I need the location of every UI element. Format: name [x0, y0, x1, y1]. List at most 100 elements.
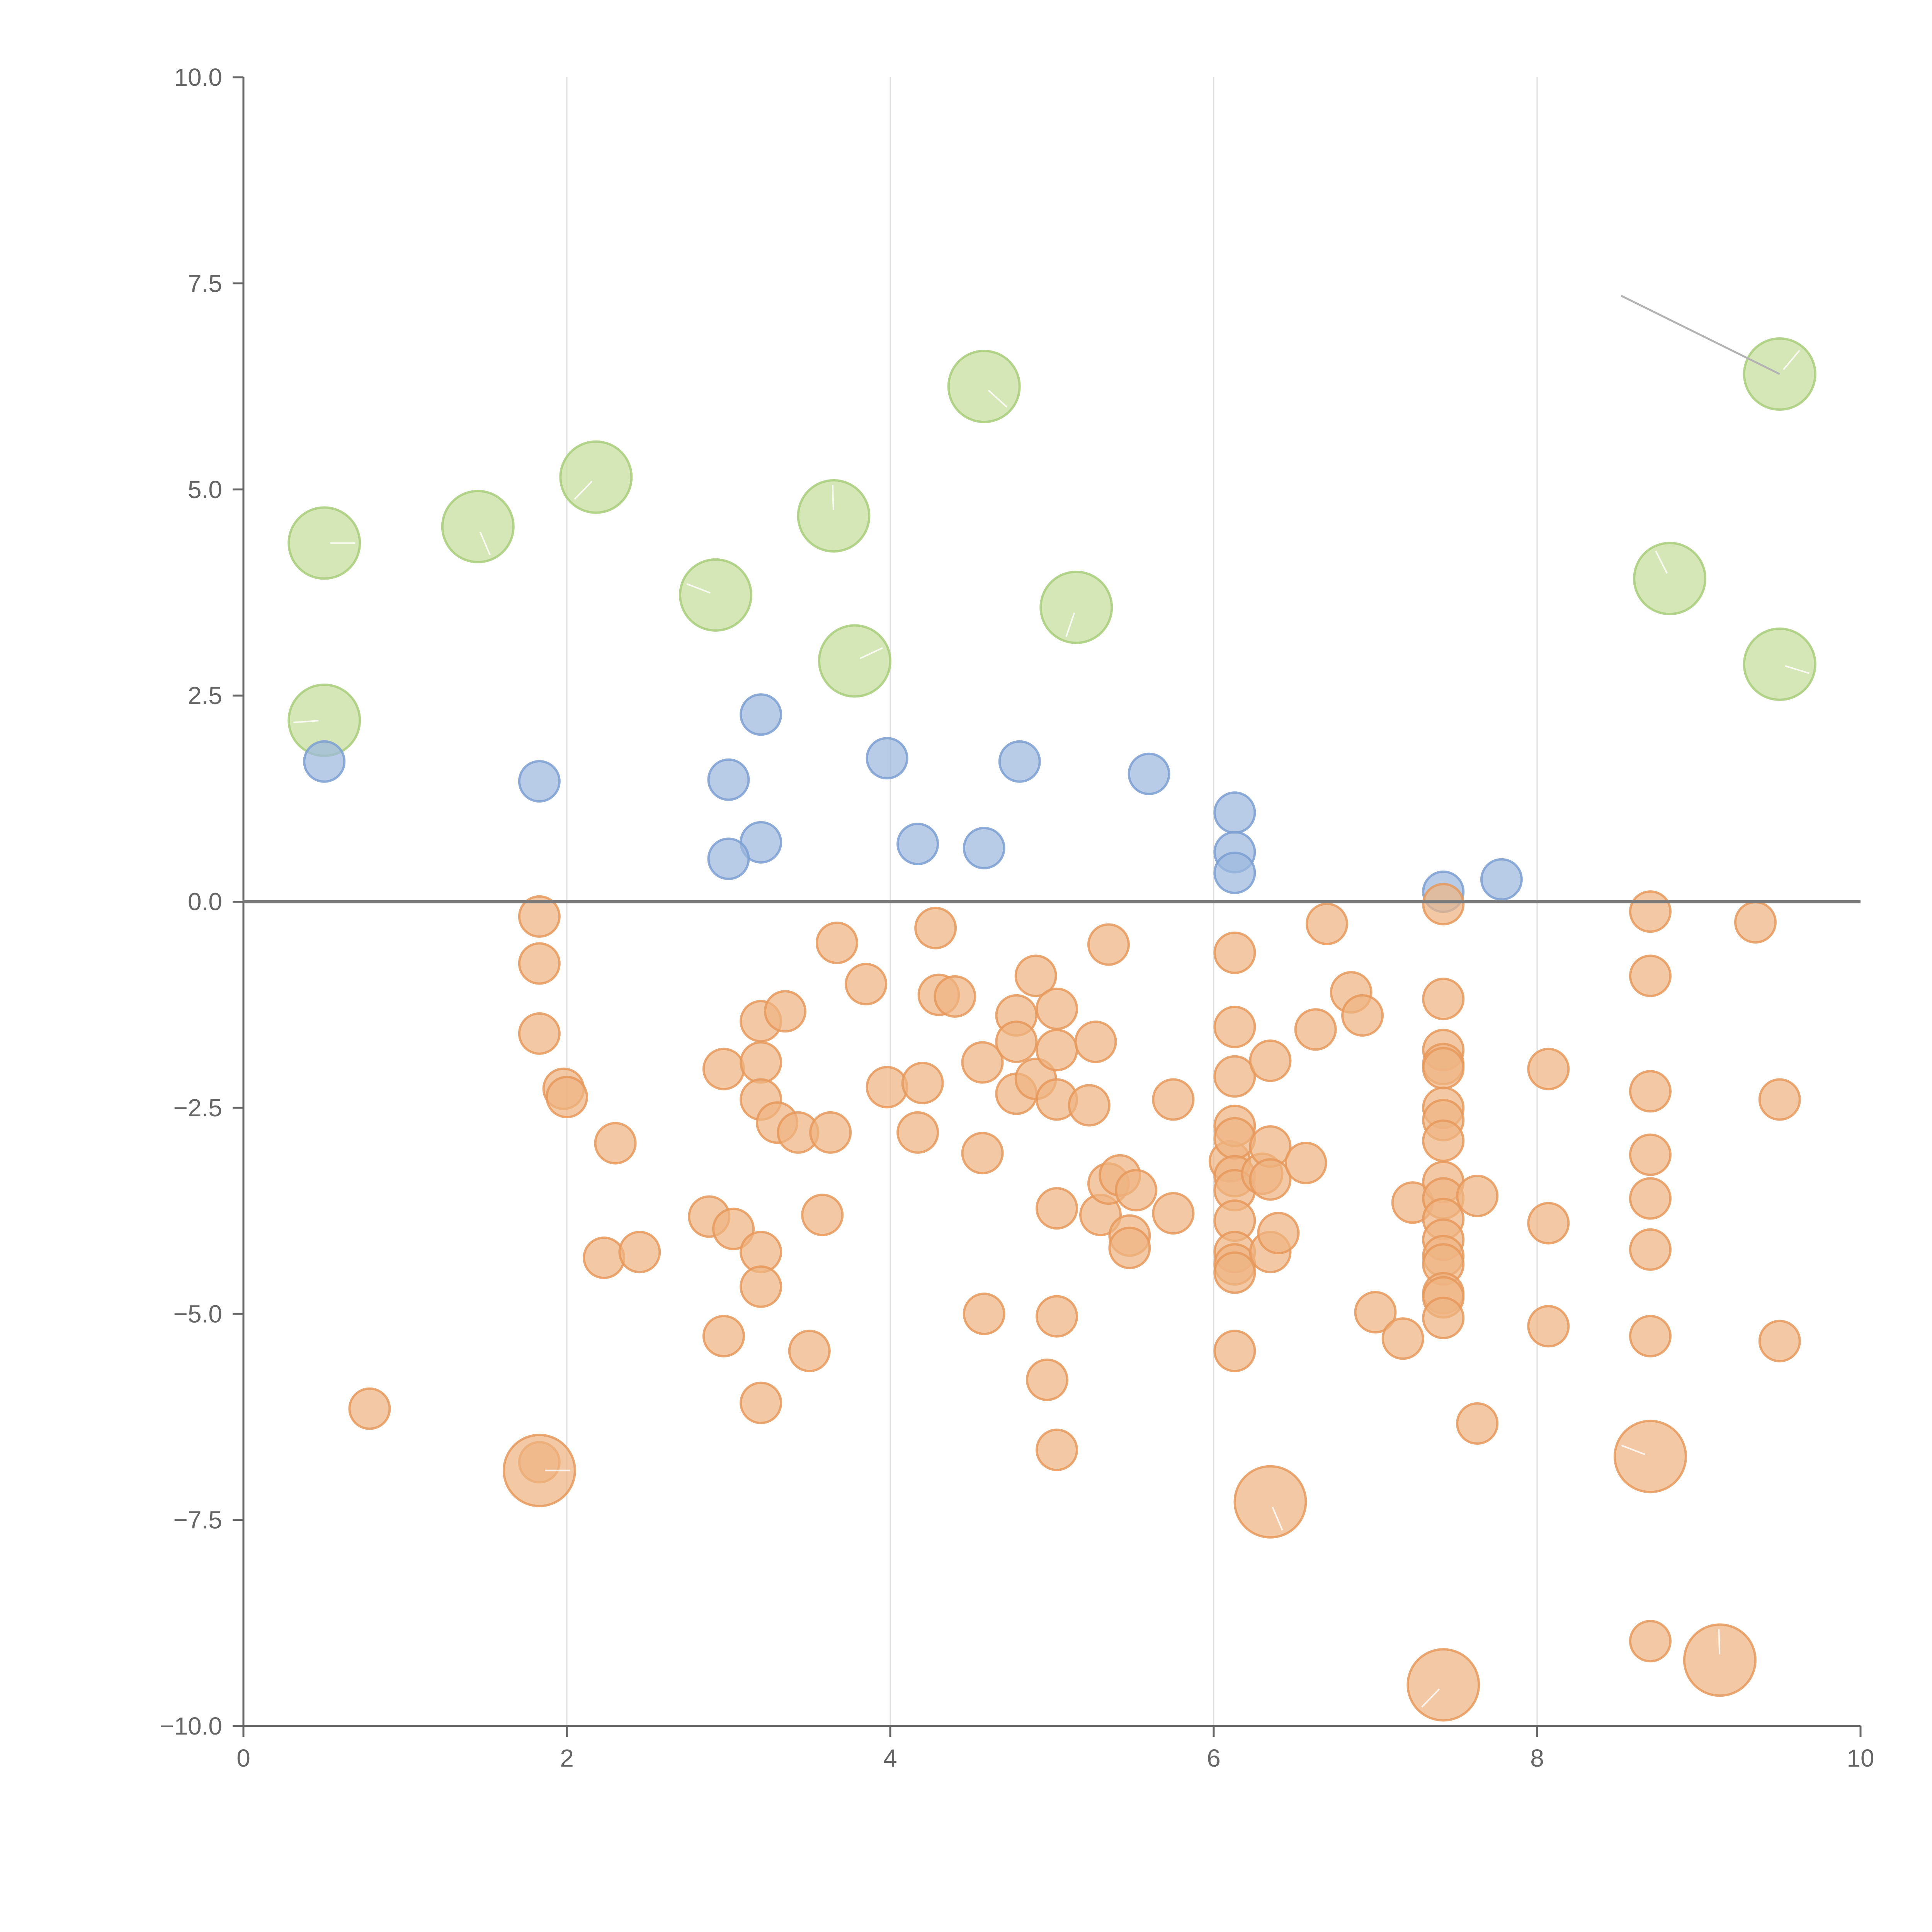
- point-orange-large: [1233, 1465, 1307, 1539]
- point-orange: [788, 1330, 831, 1372]
- point-marker-tick: [574, 481, 593, 500]
- point-blue: [998, 740, 1041, 783]
- point-marker-tick: [479, 531, 491, 556]
- point-orange: [702, 1315, 745, 1357]
- point-orange: [1629, 1070, 1672, 1113]
- point-orange: [866, 1066, 908, 1109]
- point-orange: [1294, 1008, 1337, 1051]
- point-blue: [963, 827, 1005, 869]
- point-blue: [740, 693, 782, 736]
- y-tick-label: 7.5: [188, 269, 222, 297]
- point-marker-tick: [293, 720, 319, 723]
- point-orange: [1036, 1429, 1078, 1471]
- y-tick-label: −2.5: [173, 1094, 222, 1122]
- point-orange: [518, 1012, 561, 1055]
- point-orange: [934, 975, 976, 1018]
- point-marker-tick: [859, 647, 883, 659]
- point-orange: [1213, 1251, 1256, 1294]
- point-orange: [1115, 1169, 1158, 1212]
- point-green: [818, 624, 891, 698]
- point-orange: [1257, 1212, 1300, 1255]
- point-green: [1743, 628, 1816, 701]
- point-orange: [1341, 994, 1384, 1037]
- point-orange: [1422, 883, 1465, 925]
- point-green: [1633, 542, 1707, 616]
- point-orange: [1068, 1084, 1111, 1127]
- point-blue: [303, 740, 346, 783]
- points-layer: [243, 337, 1861, 1722]
- point-green: [559, 440, 633, 514]
- point-orange: [1422, 1119, 1465, 1162]
- y-tick-label: −10.0: [160, 1712, 222, 1740]
- point-orange: [961, 1132, 1004, 1175]
- point-orange: [1249, 1158, 1292, 1201]
- point-blue: [896, 823, 939, 866]
- point-orange: [1213, 1055, 1256, 1098]
- point-orange: [1629, 890, 1672, 933]
- point-orange: [1629, 1177, 1672, 1220]
- point-orange: [1213, 1330, 1256, 1372]
- point-orange: [1213, 931, 1256, 974]
- point-orange: [1422, 1296, 1465, 1339]
- annotation-leader-line: [1621, 295, 1780, 375]
- point-blue: [1480, 858, 1523, 901]
- point-orange: [1381, 1317, 1424, 1360]
- point-marker-tick: [1621, 1444, 1645, 1455]
- point-orange: [914, 906, 957, 949]
- x-tick-label: 6: [1207, 1744, 1221, 1772]
- point-orange-large: [1406, 1648, 1480, 1722]
- point-orange: [1422, 1047, 1465, 1090]
- point-orange: [1249, 1039, 1292, 1082]
- y-tick-label: 2.5: [188, 682, 222, 709]
- x-tick-label: 2: [560, 1744, 574, 1772]
- point-orange: [845, 963, 888, 1005]
- point-orange: [1087, 923, 1130, 966]
- point-green: [679, 558, 753, 632]
- point-orange: [712, 1208, 755, 1250]
- point-orange: [809, 1111, 852, 1154]
- point-blue: [707, 837, 750, 880]
- point-orange-large: [502, 1434, 576, 1507]
- point-orange: [1284, 1141, 1327, 1184]
- point-orange: [583, 1236, 626, 1279]
- y-tick-label: 0.0: [188, 888, 222, 916]
- y-tick-label: 5.0: [188, 476, 222, 503]
- x-tick-label: 8: [1530, 1744, 1544, 1772]
- point-orange: [995, 1020, 1038, 1063]
- point-orange: [963, 1293, 1005, 1335]
- point-blue: [707, 758, 750, 801]
- point-orange: [1036, 1029, 1078, 1071]
- point-orange: [815, 922, 858, 964]
- point-orange-large: [1613, 1420, 1687, 1493]
- point-orange: [518, 942, 561, 985]
- point-marker-tick: [1421, 1688, 1440, 1708]
- point-orange: [546, 1076, 588, 1119]
- point-orange: [1629, 1620, 1672, 1663]
- point-green: [441, 490, 515, 563]
- point-orange: [1527, 1202, 1570, 1245]
- point-orange: [702, 1048, 745, 1090]
- point-orange: [1305, 903, 1348, 946]
- point-orange: [1036, 987, 1078, 1030]
- point-orange: [1108, 1226, 1151, 1269]
- axes-layer: 0 2 4 6 8 10 10.0 7.5 5.0 2.5 0.0 −2.5 −5.0 −7.5 −10.0: [160, 63, 1874, 1772]
- point-blue: [866, 737, 908, 780]
- y-tick-label: 10.0: [174, 63, 222, 91]
- point-orange: [518, 895, 561, 938]
- point-orange: [1734, 901, 1777, 944]
- point-orange: [1629, 1315, 1672, 1357]
- point-orange: [618, 1231, 661, 1274]
- point-orange: [1758, 1078, 1801, 1121]
- point-green: [797, 479, 871, 553]
- point-orange: [1456, 1402, 1499, 1445]
- point-orange: [1152, 1192, 1195, 1235]
- point-orange: [594, 1122, 637, 1165]
- point-orange: [1354, 1291, 1397, 1333]
- point-orange: [1629, 1228, 1672, 1271]
- point-orange: [1014, 954, 1057, 997]
- x-tick-label: 0: [236, 1744, 250, 1772]
- point-orange: [1456, 1175, 1499, 1218]
- point-orange: [1527, 1048, 1570, 1090]
- x-tick-label: 10: [1847, 1744, 1874, 1772]
- annotation-layer: [1621, 295, 1780, 375]
